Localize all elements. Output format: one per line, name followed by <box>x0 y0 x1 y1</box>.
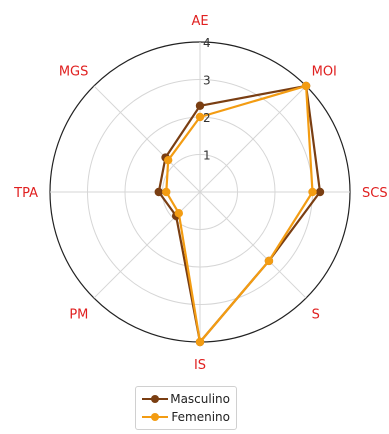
axis-label-pm: PM <box>69 308 88 323</box>
data-point-femenino-scs <box>308 187 317 197</box>
ring-label-1: 1 <box>203 149 211 163</box>
legend-swatch-femenino <box>142 411 168 423</box>
chart-series <box>154 81 325 347</box>
chart-labels: 1 2 3 4 AE MOI SCS S IS PM TPA MGS <box>13 14 387 373</box>
chart-legend: Masculino Femenino <box>135 386 237 430</box>
grid-spoke-moi <box>199 85 307 193</box>
axis-label-tpa: TPA <box>13 186 38 201</box>
data-point-femenino-moi <box>301 81 311 91</box>
data-point-masculino-scs <box>315 187 325 197</box>
axis-label-ae: AE <box>191 14 208 29</box>
legend-item-masculino: Masculino <box>142 390 230 408</box>
legend-swatch-masculino <box>142 393 168 405</box>
data-point-masculino-tpa <box>154 187 163 197</box>
data-point-femenino-mgs <box>163 155 173 165</box>
data-point-femenino-s <box>264 256 274 266</box>
radar-chart: 1 2 3 4 AE MOI SCS S IS PM TPA MGS <box>13 14 387 373</box>
axis-label-scs: SCS <box>362 186 388 201</box>
axis-label-is: IS <box>194 358 206 373</box>
legend-item-femenino: Femenino <box>142 408 230 426</box>
axis-label-mgs: MGS <box>59 64 89 79</box>
grid-spoke-mgs <box>93 85 201 193</box>
data-point-femenino-tpa <box>162 187 171 197</box>
ring-label-2: 2 <box>203 111 211 125</box>
grid-spoke-s <box>199 191 307 299</box>
data-point-femenino-is <box>195 337 205 347</box>
ring-label-3: 3 <box>203 74 211 88</box>
data-point-femenino-pm <box>174 209 183 218</box>
data-point-femenino-ae <box>195 112 205 122</box>
data-point-masculino-ae <box>195 101 205 110</box>
axis-label-moi: MOI <box>312 64 337 79</box>
axis-label-s: S <box>312 308 320 323</box>
legend-label-masculino: Masculino <box>170 392 230 406</box>
grid-spoke-pm <box>93 191 201 299</box>
legend-label-femenino: Femenino <box>171 410 230 424</box>
ring-label-4: 4 <box>203 36 211 50</box>
